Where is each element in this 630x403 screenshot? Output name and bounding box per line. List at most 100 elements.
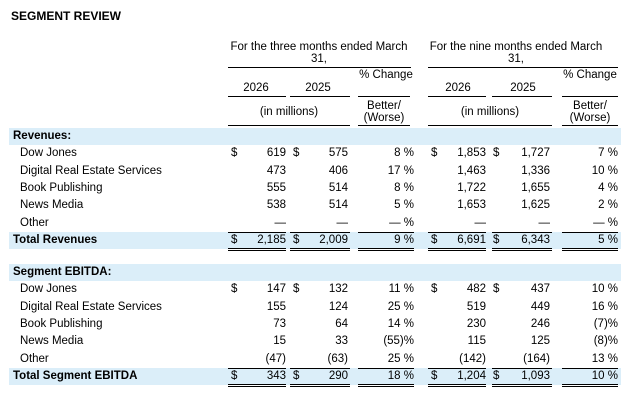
row-label: Book Publishing	[20, 181, 103, 194]
total-rule-bottom	[428, 248, 486, 250]
total-rule-bottom	[562, 248, 618, 250]
header-better-worse-n: Better/ (Worse)	[569, 100, 611, 124]
total-cell: 343	[266, 369, 286, 382]
rule-pct-q	[358, 96, 410, 97]
total-rule-top	[428, 231, 486, 233]
total-rule-top	[290, 231, 350, 233]
table-cell: 2 %	[598, 199, 618, 212]
total-rule-top	[228, 367, 286, 369]
total-rule-bottom-2	[492, 250, 552, 252]
table-cell: 10 %	[591, 164, 618, 177]
table-cell: 25 %	[387, 300, 414, 313]
dollar-sign: $	[293, 233, 300, 246]
total-label: Total Segment EBITDA	[13, 369, 138, 382]
table-cell: 1,727	[521, 147, 550, 160]
dollar-sign: $	[493, 283, 500, 296]
dollar-sign: $	[293, 147, 300, 160]
total-rule-bottom-2	[228, 386, 286, 388]
total-rule-bottom-2	[428, 250, 486, 252]
table-cell: 473	[266, 164, 286, 177]
dollar-sign: $	[231, 283, 238, 296]
table-cell: (8)%	[593, 335, 618, 348]
total-rule-bottom-2	[228, 250, 286, 252]
total-rule-top	[228, 231, 286, 233]
rule-2026-n	[428, 96, 486, 97]
total-cell: 1,204	[457, 369, 486, 382]
table-cell: (63)	[327, 352, 348, 365]
dollar-sign: $	[493, 147, 500, 160]
total-cell: 10 %	[591, 369, 618, 382]
total-rule-top	[358, 231, 414, 233]
dollar-sign: $	[493, 369, 500, 382]
dollar-sign: $	[231, 369, 238, 382]
dollar-sign: $	[431, 283, 438, 296]
rule-2025-n	[492, 96, 552, 97]
row-label: Digital Real Estate Services	[20, 300, 162, 313]
table-cell: 1,653	[457, 199, 486, 212]
total-rule-bottom-2	[290, 250, 350, 252]
total-rule-bottom-2	[358, 386, 414, 388]
table-cell: 64	[335, 318, 348, 330]
total-band	[9, 367, 621, 386]
header-in-millions-q: (in millions)	[259, 106, 319, 118]
table-cell: (142)	[459, 352, 486, 365]
table-cell: 16 %	[591, 300, 618, 313]
total-rule-top	[428, 367, 486, 369]
header-2025-q: 2025	[305, 82, 331, 94]
page-title: SEGMENT REVIEW	[11, 9, 122, 23]
rule-millions-n	[428, 125, 552, 126]
table-cell: 10 %	[591, 283, 618, 296]
row-label: Digital Real Estate Services	[20, 164, 162, 177]
section-label: Revenues:	[13, 130, 72, 142]
table-cell: 15	[273, 335, 286, 348]
rule-pct-n	[562, 96, 618, 97]
table-cell: 25 %	[387, 352, 414, 365]
table-cell: 1,336	[521, 164, 550, 177]
dollar-sign: $	[231, 147, 238, 160]
dollar-sign: $	[493, 233, 500, 246]
table-cell: 538	[266, 199, 286, 212]
header-pct-change-q: % Change	[359, 69, 413, 81]
total-rule-bottom-2	[492, 386, 552, 388]
table-cell: 4 %	[598, 181, 618, 194]
dollar-sign: $	[431, 369, 438, 382]
total-rule-bottom-2	[562, 386, 618, 388]
table-cell: (47)	[265, 352, 286, 365]
table-cell: 8 %	[394, 147, 414, 160]
total-rule-bottom	[562, 384, 618, 386]
total-cell: 290	[328, 369, 348, 382]
table-cell: 155	[266, 300, 286, 313]
table-cell: 1,655	[521, 181, 550, 194]
table-cell: 230	[466, 318, 486, 330]
header-rule-right	[428, 67, 618, 68]
table-cell: 437	[530, 283, 550, 296]
rule-millions-q	[228, 125, 350, 126]
dollar-sign: $	[431, 147, 438, 160]
section-band	[9, 128, 621, 146]
table-cell: 11 %	[388, 283, 414, 296]
total-label: Total Revenues	[13, 233, 98, 246]
table-cell: —	[474, 216, 487, 229]
table-cell: 449	[530, 300, 550, 313]
table-cell: 514	[328, 199, 348, 212]
header-nine-months: For the nine months ended March 31,	[429, 41, 603, 65]
total-rule-bottom	[428, 384, 486, 386]
total-rule-bottom	[228, 384, 286, 386]
table-cell: 33	[335, 335, 348, 348]
total-rule-bottom	[492, 384, 552, 386]
total-cell: 18 %	[387, 369, 414, 382]
total-cell: 2,185	[257, 233, 286, 246]
table-cell: —	[274, 216, 287, 229]
total-rule-bottom-2	[290, 386, 350, 388]
table-cell: 482	[466, 283, 486, 296]
table-cell: —	[538, 216, 551, 229]
row-label: Other	[20, 216, 49, 229]
rule-better-q	[358, 125, 410, 126]
rule-2025-q	[290, 96, 350, 97]
header-2026-n: 2026	[445, 82, 471, 94]
header-better-worse-q: Better/ (Worse)	[363, 100, 405, 124]
section-band	[9, 264, 621, 282]
table-cell: 5 %	[394, 199, 414, 212]
row-label: Book Publishing	[20, 318, 103, 330]
row-label: News Media	[20, 199, 84, 212]
